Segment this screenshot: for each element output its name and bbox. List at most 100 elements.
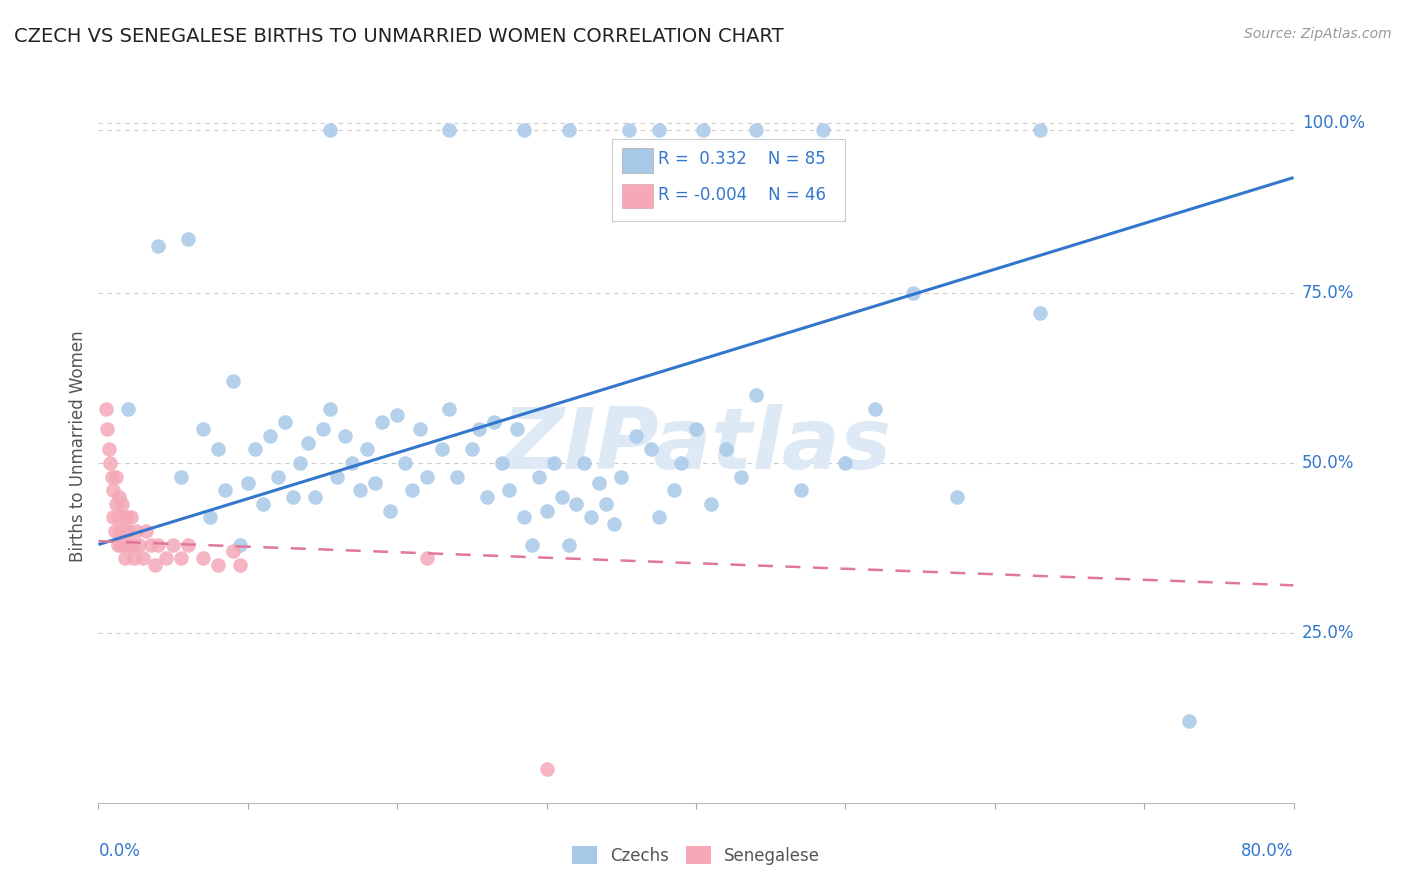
- Point: [117, 524, 139, 538]
- Point: [274, 415, 297, 429]
- Point: [565, 497, 588, 511]
- Point: [125, 524, 148, 538]
- Point: [745, 123, 768, 137]
- Y-axis label: Births to Unmarried Women: Births to Unmarried Women: [69, 330, 87, 562]
- Point: [267, 469, 290, 483]
- Point: [114, 524, 136, 538]
- Point: [214, 483, 236, 498]
- Point: [356, 442, 378, 457]
- Point: [626, 429, 648, 443]
- Point: [506, 422, 529, 436]
- Point: [148, 537, 170, 551]
- Point: [394, 456, 416, 470]
- Point: [378, 503, 401, 517]
- Point: [581, 510, 603, 524]
- Point: [1178, 714, 1201, 729]
- Point: [107, 510, 129, 524]
- Point: [416, 469, 439, 483]
- Point: [117, 401, 139, 416]
- Point: [98, 456, 122, 470]
- Point: [730, 469, 752, 483]
- Point: [446, 469, 468, 483]
- Point: [135, 524, 157, 538]
- Point: [536, 762, 558, 776]
- Point: [484, 415, 506, 429]
- Point: [714, 442, 737, 457]
- Point: [252, 497, 274, 511]
- Point: [401, 483, 423, 498]
- Point: [1028, 306, 1050, 320]
- Point: [229, 558, 252, 572]
- Point: [207, 558, 229, 572]
- Text: CZECH VS SENEGALESE BIRTHS TO UNMARRIED WOMEN CORRELATION CHART: CZECH VS SENEGALESE BIRTHS TO UNMARRIED …: [14, 27, 783, 45]
- Legend: Czechs, Senegalese: Czechs, Senegalese: [564, 838, 828, 873]
- Point: [520, 537, 543, 551]
- Point: [177, 537, 200, 551]
- Point: [177, 232, 200, 246]
- Text: R =  0.332    N = 85: R = 0.332 N = 85: [658, 150, 825, 168]
- Point: [155, 551, 177, 566]
- Point: [200, 510, 222, 524]
- Point: [118, 537, 141, 551]
- Text: 80.0%: 80.0%: [1241, 842, 1294, 860]
- Point: [439, 401, 461, 416]
- Text: 0.0%: 0.0%: [98, 842, 141, 860]
- Point: [105, 497, 128, 511]
- Point: [536, 503, 558, 517]
- Point: [439, 123, 461, 137]
- Point: [513, 510, 536, 524]
- Point: [700, 497, 723, 511]
- Point: [124, 551, 146, 566]
- Point: [834, 456, 856, 470]
- Point: [319, 123, 342, 137]
- Point: [288, 456, 311, 470]
- Point: [281, 490, 304, 504]
- Point: [692, 123, 714, 137]
- FancyBboxPatch shape: [621, 148, 652, 173]
- Text: R = -0.004    N = 46: R = -0.004 N = 46: [658, 186, 825, 203]
- Point: [148, 238, 170, 252]
- Point: [107, 537, 129, 551]
- Point: [1028, 123, 1050, 137]
- Point: [408, 422, 430, 436]
- Point: [543, 456, 565, 470]
- Point: [96, 422, 118, 436]
- Point: [468, 422, 491, 436]
- Point: [108, 524, 131, 538]
- Point: [475, 490, 498, 504]
- Point: [94, 401, 117, 416]
- FancyBboxPatch shape: [621, 184, 652, 209]
- Point: [236, 476, 259, 491]
- Point: [110, 537, 132, 551]
- Point: [297, 435, 319, 450]
- Point: [101, 469, 124, 483]
- Point: [416, 551, 439, 566]
- Point: [311, 422, 333, 436]
- FancyBboxPatch shape: [613, 139, 845, 221]
- Point: [349, 483, 371, 498]
- Point: [115, 537, 138, 551]
- Point: [558, 123, 581, 137]
- Point: [603, 517, 626, 532]
- Point: [364, 476, 387, 491]
- Point: [108, 490, 131, 504]
- Point: [169, 469, 191, 483]
- Point: [120, 510, 142, 524]
- Point: [259, 429, 281, 443]
- Point: [865, 401, 887, 416]
- Text: 100.0%: 100.0%: [1302, 114, 1365, 132]
- Text: Source: ZipAtlas.com: Source: ZipAtlas.com: [1244, 27, 1392, 41]
- Point: [162, 537, 184, 551]
- Point: [103, 483, 125, 498]
- Point: [588, 476, 610, 491]
- Text: 75.0%: 75.0%: [1302, 284, 1354, 302]
- Point: [385, 409, 409, 423]
- Point: [617, 123, 640, 137]
- Point: [811, 123, 834, 137]
- Point: [104, 524, 127, 538]
- Point: [789, 483, 811, 498]
- Point: [498, 483, 520, 498]
- Point: [371, 415, 394, 429]
- Point: [304, 490, 326, 504]
- Point: [111, 524, 134, 538]
